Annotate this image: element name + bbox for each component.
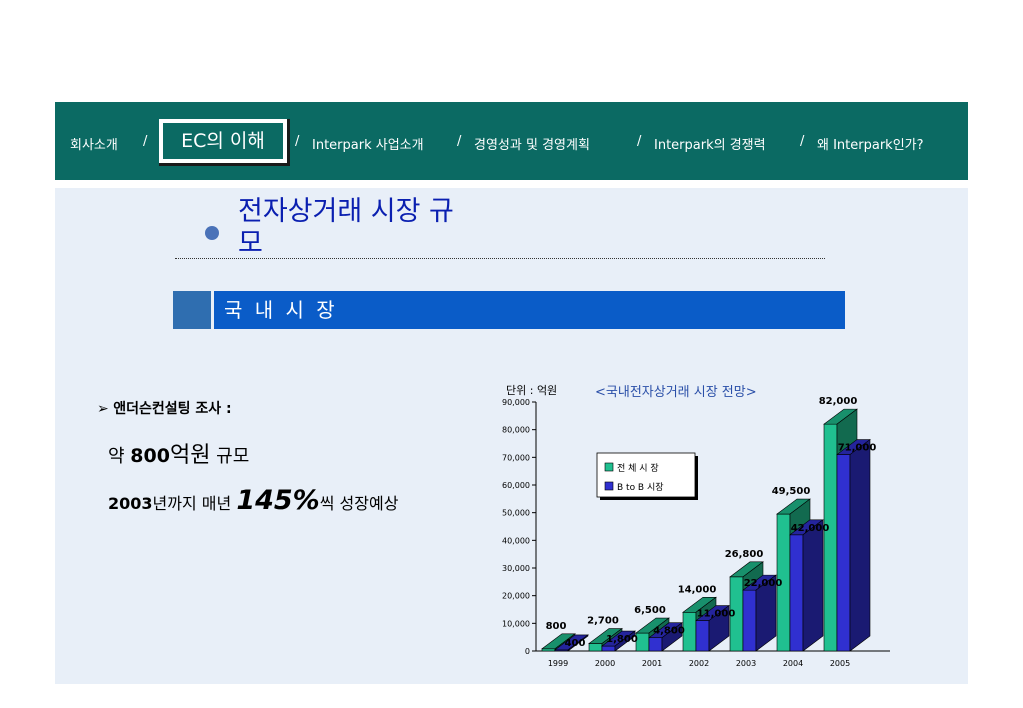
bar-side-b2b <box>802 519 824 652</box>
bar-b2b <box>742 589 757 652</box>
y-tick-label: 50,000 <box>502 509 530 518</box>
data-label-total: 82,000 <box>819 396 858 407</box>
data-label-b2b: 71,000 <box>838 443 877 454</box>
bar-side-b2b <box>614 630 636 652</box>
section-header-marker <box>173 291 211 329</box>
nav-item-competitiveness[interactable]: Interpark의 경쟁력 <box>654 138 766 153</box>
bar-side-b2b <box>849 438 871 652</box>
line1-suffix: 규모 <box>210 446 250 467</box>
x-tick-label: 2001 <box>642 659 662 668</box>
data-label-total: 14,000 <box>678 584 717 595</box>
data-label-total: 49,500 <box>772 486 811 497</box>
nav-separator: / <box>800 134 805 149</box>
y-tick-label: 90,000 <box>502 398 530 407</box>
nav-separator: / <box>295 134 300 149</box>
data-label-total: 26,800 <box>725 549 764 560</box>
x-tick-label: 2000 <box>595 659 615 668</box>
y-tick-label: 40,000 <box>502 536 530 545</box>
x-tick-label: 2005 <box>830 659 850 668</box>
nav-item-ec-label: EC의 이해 <box>163 123 283 159</box>
data-label-total: 800 <box>546 621 567 632</box>
y-tick-label: 70,000 <box>502 453 530 462</box>
unit-label: 단위 : 억원 <box>506 384 557 397</box>
title-bullet-icon <box>205 226 219 240</box>
nav-item-ec-active[interactable]: EC의 이해 <box>159 119 290 166</box>
data-label-total: 6,500 <box>634 605 666 616</box>
nav-item-business[interactable]: Interpark 사업소개 <box>312 138 424 153</box>
growth-statement: 2003년까지 매년 145%씩 성장예상 <box>108 485 398 516</box>
bar-b2b <box>836 454 851 652</box>
survey-source: ➢ 앤더슨컨설팅 조사 : <box>97 398 232 418</box>
legend-swatch-b2b <box>604 481 614 491</box>
y-tick-label: 80,000 <box>502 426 530 435</box>
data-label-b2b: 42,000 <box>791 523 830 534</box>
nav-item-why-interpark[interactable]: 왜 Interpark인가? <box>817 138 924 153</box>
page-title: 전자상거래 시장 규모 <box>238 196 454 259</box>
market-forecast-chart: 단위 : 억원 <국내전자상거래 시장 전망> 0 10,000 20,000 30,00… <box>502 384 890 668</box>
data-label-b2b: 400 <box>565 638 586 649</box>
x-tick-label: 1999 <box>548 659 568 668</box>
top-navigation-bar: 회사소개 / EC의 이해 / Interpark 사업소개 / 경영성과 및 … <box>55 102 968 180</box>
line1-unit: 억원 <box>169 443 211 468</box>
data-label-b2b: 1,800 <box>606 634 638 645</box>
nav-separator: / <box>143 134 148 149</box>
y-tick-label: 20,000 <box>502 592 530 601</box>
section-header: 국 내 시 장 <box>214 291 845 329</box>
legend-label-b2b: B to B 시장 <box>617 482 664 493</box>
nav-separator: / <box>637 134 642 149</box>
nav-separator: / <box>457 134 462 149</box>
legend-swatch-total <box>604 462 614 472</box>
legend-box <box>596 452 696 498</box>
data-label-b2b: 22,000 <box>744 578 783 589</box>
bar-b2b <box>789 534 804 652</box>
bar-total <box>823 423 838 652</box>
title-divider <box>175 258 825 259</box>
nav-item-company[interactable]: 회사소개 <box>70 138 118 153</box>
chart-title: <국내전자상거래 시장 전망> <box>595 385 757 400</box>
bar-b2b <box>648 637 663 652</box>
y-tick-label: 30,000 <box>502 564 530 573</box>
x-tick-label: 2003 <box>736 659 756 668</box>
bar-side-b2b <box>755 574 777 652</box>
arrow-bullet-icon: ➢ <box>97 401 109 417</box>
y-tick-label: 60,000 <box>502 481 530 490</box>
line2-mid: 년까지 매년 <box>152 494 237 513</box>
data-label-b2b: 4,800 <box>653 626 685 637</box>
x-tick-label: 2002 <box>689 659 709 668</box>
bar-side-b2b <box>567 634 589 652</box>
bar-b2b <box>601 645 616 652</box>
line2-suffix: 씩 성장예상 <box>319 494 399 513</box>
line1-prefix: 약 <box>108 446 131 467</box>
bar-side-b2b <box>661 622 683 652</box>
data-label-total: 2,700 <box>587 616 619 627</box>
bar-total <box>635 632 650 652</box>
y-tick-label: 10,000 <box>502 619 530 628</box>
bar-total <box>682 611 697 652</box>
survey-label: 앤더슨컨설팅 조사 : <box>113 401 232 417</box>
bar-total <box>588 643 603 652</box>
y-tick-label: 0 <box>525 647 530 656</box>
line1-value: 800 <box>130 445 170 467</box>
market-size-statement: 약 800억원 규모 <box>108 437 249 469</box>
line2-percent: 145% <box>236 485 320 516</box>
nav-item-performance[interactable]: 경영성과 및 경영계획 <box>474 138 590 153</box>
bar-total <box>541 648 556 652</box>
legend-label-total: 전 체 시 장 <box>617 463 659 474</box>
bar-side-b2b <box>708 604 730 652</box>
line2-year: 2003 <box>108 494 153 513</box>
bar-b2b <box>695 620 710 652</box>
data-label-b2b: 11,000 <box>697 609 736 620</box>
x-tick-label: 2004 <box>783 659 803 668</box>
